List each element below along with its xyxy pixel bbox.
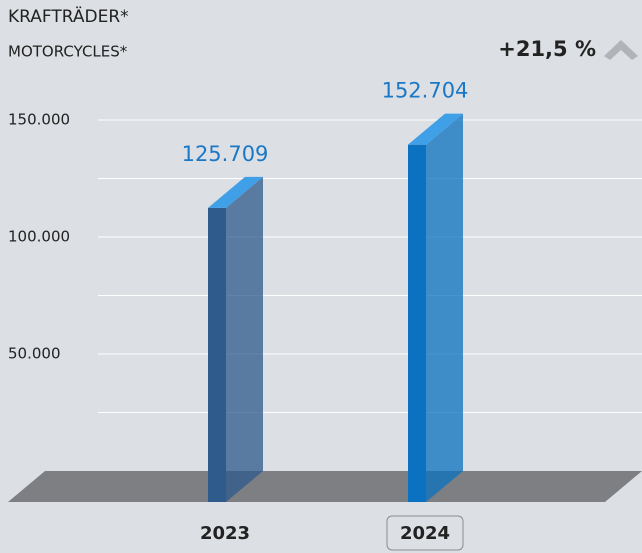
y-tick-label: 100.000 xyxy=(8,228,70,246)
value-label: 152.704 xyxy=(382,79,469,103)
bar-front xyxy=(408,144,426,502)
x-tick-label: 2024 xyxy=(400,523,450,544)
chart-subtitle: MOTORCYCLES* xyxy=(8,43,128,61)
bar-top xyxy=(408,113,463,145)
y-tick-label: 150.000 xyxy=(8,111,70,129)
floor xyxy=(8,471,642,502)
selected-box xyxy=(386,515,464,551)
up-arrow xyxy=(604,40,638,60)
value-label: 125.709 xyxy=(182,142,269,166)
y-tick-label: 50.000 xyxy=(8,345,61,363)
bar xyxy=(208,176,263,502)
bar-side xyxy=(426,113,463,502)
x-tick-label: 2023 xyxy=(200,523,250,544)
bar-top xyxy=(208,176,263,208)
chart-title: KRAFTRÄDER* xyxy=(8,6,129,27)
bar xyxy=(408,113,463,502)
bar-side xyxy=(226,176,263,502)
bar-front xyxy=(208,207,226,502)
change-label: +21,5 % xyxy=(498,37,596,61)
